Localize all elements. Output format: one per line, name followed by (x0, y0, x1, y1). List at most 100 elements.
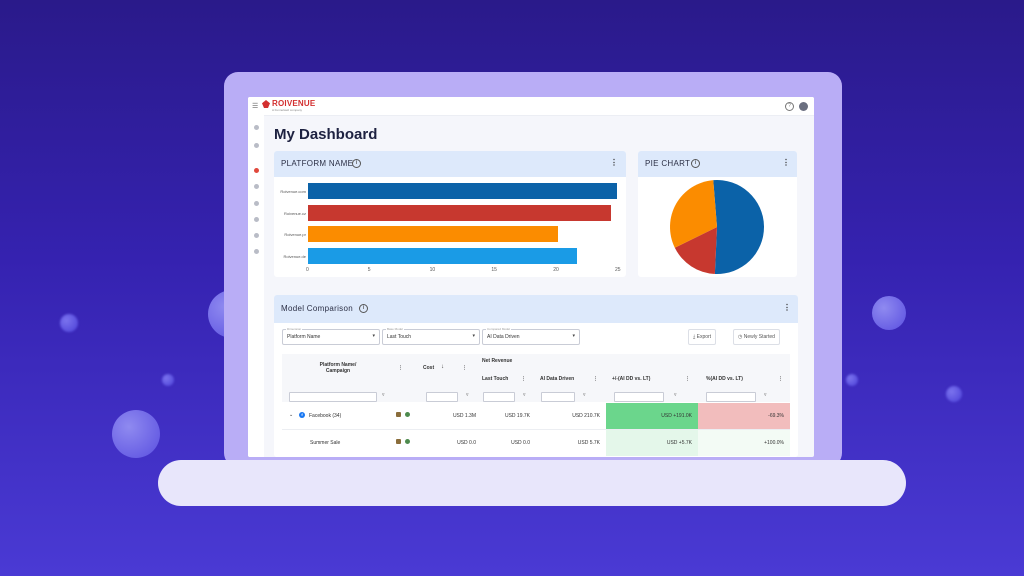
bar-label: Roivenue.de (283, 253, 306, 259)
column-menu-icon[interactable]: ⋮ (521, 376, 526, 382)
brand-logo[interactable]: ROIVENUE (262, 100, 315, 108)
table-row[interactable]: Summer Sale USD 0.0 USD 0.0 USD 5.7K USD… (282, 430, 790, 456)
model-comparison-body: Dimension Platform Name ▾ Base Model Las… (274, 323, 798, 457)
row-name: Facebook (34) (309, 413, 342, 419)
view-icon[interactable] (405, 439, 410, 444)
sidebar-item-1[interactable] (254, 125, 259, 130)
top-bar: ☰ ROIVENUE A Funnelwell company ? (248, 97, 814, 116)
info-icon[interactable]: i (352, 159, 361, 168)
th-pct[interactable]: %(AI DD vs. LT) (706, 376, 743, 382)
logo-mark-icon (262, 100, 270, 108)
table-row[interactable]: ⌄ f Facebook (34) USD 1.3M USD 19.7K USD… (282, 403, 790, 430)
pie-slice[interactable] (674, 227, 717, 274)
sidebar-item-4[interactable] (254, 184, 259, 189)
th-cost[interactable]: Cost (423, 365, 435, 371)
filter-icon[interactable]: ▿ (764, 392, 767, 398)
cell-ai-dd: USD 210.7K (572, 413, 600, 419)
column-menu-icon[interactable]: ⋮ (685, 376, 690, 382)
bar[interactable] (308, 183, 617, 199)
expand-chevron-icon[interactable]: ⌄ (289, 412, 294, 418)
bar[interactable] (308, 226, 558, 242)
filter-icon[interactable]: ▿ (523, 392, 526, 398)
newly-started-button[interactable]: ◷ Newly Started (733, 329, 780, 345)
platform-name-card: PLATFORM NAME i ⋮ Roivenue.com Roivenue.c… (274, 151, 626, 277)
card-title: PIE CHART (645, 159, 691, 168)
sidebar-item-8[interactable] (254, 249, 259, 254)
menu-icon[interactable]: ☰ (252, 103, 259, 110)
sidebar-item-5[interactable] (254, 201, 259, 206)
th-ai-data-driven[interactable]: AI Data Driven (540, 376, 575, 382)
cell-pct: -69.3% (768, 413, 784, 419)
compared-model-select[interactable]: Compared Model AI Data Driven ▾ (482, 327, 580, 345)
export-label: Export (696, 334, 712, 340)
th-net-revenue: Net Revenue (482, 358, 513, 364)
cell-cost: USD 1.3M (452, 413, 476, 419)
column-menu-icon[interactable]: ⋮ (398, 365, 403, 371)
decor-bubble-large (112, 410, 160, 458)
dimension-select[interactable]: Dimension Platform Name ▾ (282, 327, 380, 345)
x-tick-label: 0 (306, 267, 309, 273)
filter-icon[interactable]: ▿ (382, 392, 385, 398)
table-header: Platform Name/ Campaign ⋮ Cost ↓ ⋮ Net R… (282, 354, 790, 402)
last-touch-filter-input[interactable] (483, 392, 515, 402)
cell-pct: +100.0% (764, 440, 784, 446)
card-title: Model Comparison (281, 304, 353, 313)
help-icon[interactable]: ? (785, 102, 794, 111)
download-icon: ⤓ (693, 334, 696, 340)
filter-icon[interactable]: ▿ (674, 392, 677, 398)
card-header: Model Comparison i ⋮ (274, 295, 798, 323)
decor-bubble-small (846, 374, 858, 386)
column-menu-icon[interactable]: ⋮ (462, 365, 467, 371)
decor-bubble-small (946, 386, 962, 402)
x-tick-label: 25 (615, 267, 621, 273)
select-value: Last Touch (387, 334, 412, 340)
avatar[interactable] (799, 102, 808, 111)
sidebar-item-7[interactable] (254, 233, 259, 238)
view-icon[interactable] (405, 412, 410, 417)
th-platform[interactable]: Platform Name/ Campaign (319, 362, 357, 374)
base-model-select[interactable]: Base Model Last Touch ▾ (382, 327, 480, 345)
sidebar-item-2[interactable] (254, 143, 259, 148)
pie-slice[interactable] (670, 180, 717, 248)
pie-slice[interactable] (713, 180, 764, 274)
filter-icon[interactable]: ▿ (583, 392, 586, 398)
row-name: Summer Sale (310, 440, 341, 446)
export-button[interactable]: ⤓ Export (688, 329, 717, 345)
more-icon[interactable]: ⋮ (783, 303, 791, 312)
brand-subtitle: A Funnelwell company (272, 108, 303, 112)
cell-diff-bg: USD +191.0K (606, 403, 698, 429)
cell-ai-dd: USD 5.7K (577, 440, 600, 446)
diff-filter-input[interactable] (614, 392, 664, 402)
column-menu-icon[interactable]: ⋮ (593, 376, 598, 382)
bar[interactable] (308, 247, 578, 264)
pct-filter-input[interactable] (706, 392, 756, 402)
cell-last-touch: USD 0.0 (511, 440, 530, 446)
x-tick-label: 10 (429, 267, 436, 273)
caret-down-icon: ▾ (572, 333, 575, 339)
filter-icon[interactable]: ▿ (466, 392, 469, 398)
select-value: AI Data Driven (487, 334, 520, 340)
sidebar-item-6[interactable] (254, 217, 259, 222)
bar-chart: Roivenue.com Roivenue.cz Roivenue.pr Roiven… (274, 177, 626, 277)
bar[interactable] (308, 204, 611, 221)
th-diff[interactable]: +/-(AI DD vs. LT) (612, 376, 651, 382)
card-title: PLATFORM NAME (281, 159, 354, 168)
card-header: PIE CHART i ⋮ (638, 151, 797, 177)
info-icon[interactable]: i (691, 159, 700, 168)
cell-pct-bg: +100.0% (698, 430, 790, 456)
ai-dd-filter-input[interactable] (541, 392, 575, 402)
sort-down-icon[interactable]: ↓ (441, 364, 444, 370)
cell-last-touch: USD 19.7K (504, 413, 530, 419)
column-menu-icon[interactable]: ⋮ (778, 376, 783, 382)
th-last-touch[interactable]: Last Touch (482, 376, 509, 382)
cost-filter-input[interactable] (426, 392, 458, 402)
select-value: Platform Name (287, 334, 321, 340)
more-icon[interactable]: ⋮ (782, 158, 790, 167)
stack-icon[interactable] (396, 412, 401, 417)
platform-filter-input[interactable] (289, 392, 377, 402)
more-icon[interactable]: ⋮ (610, 158, 618, 167)
x-tick-label: 15 (491, 267, 497, 273)
info-icon[interactable]: i (359, 304, 368, 313)
stack-icon[interactable] (396, 439, 401, 444)
sidebar-item-dashboard[interactable] (254, 168, 259, 173)
